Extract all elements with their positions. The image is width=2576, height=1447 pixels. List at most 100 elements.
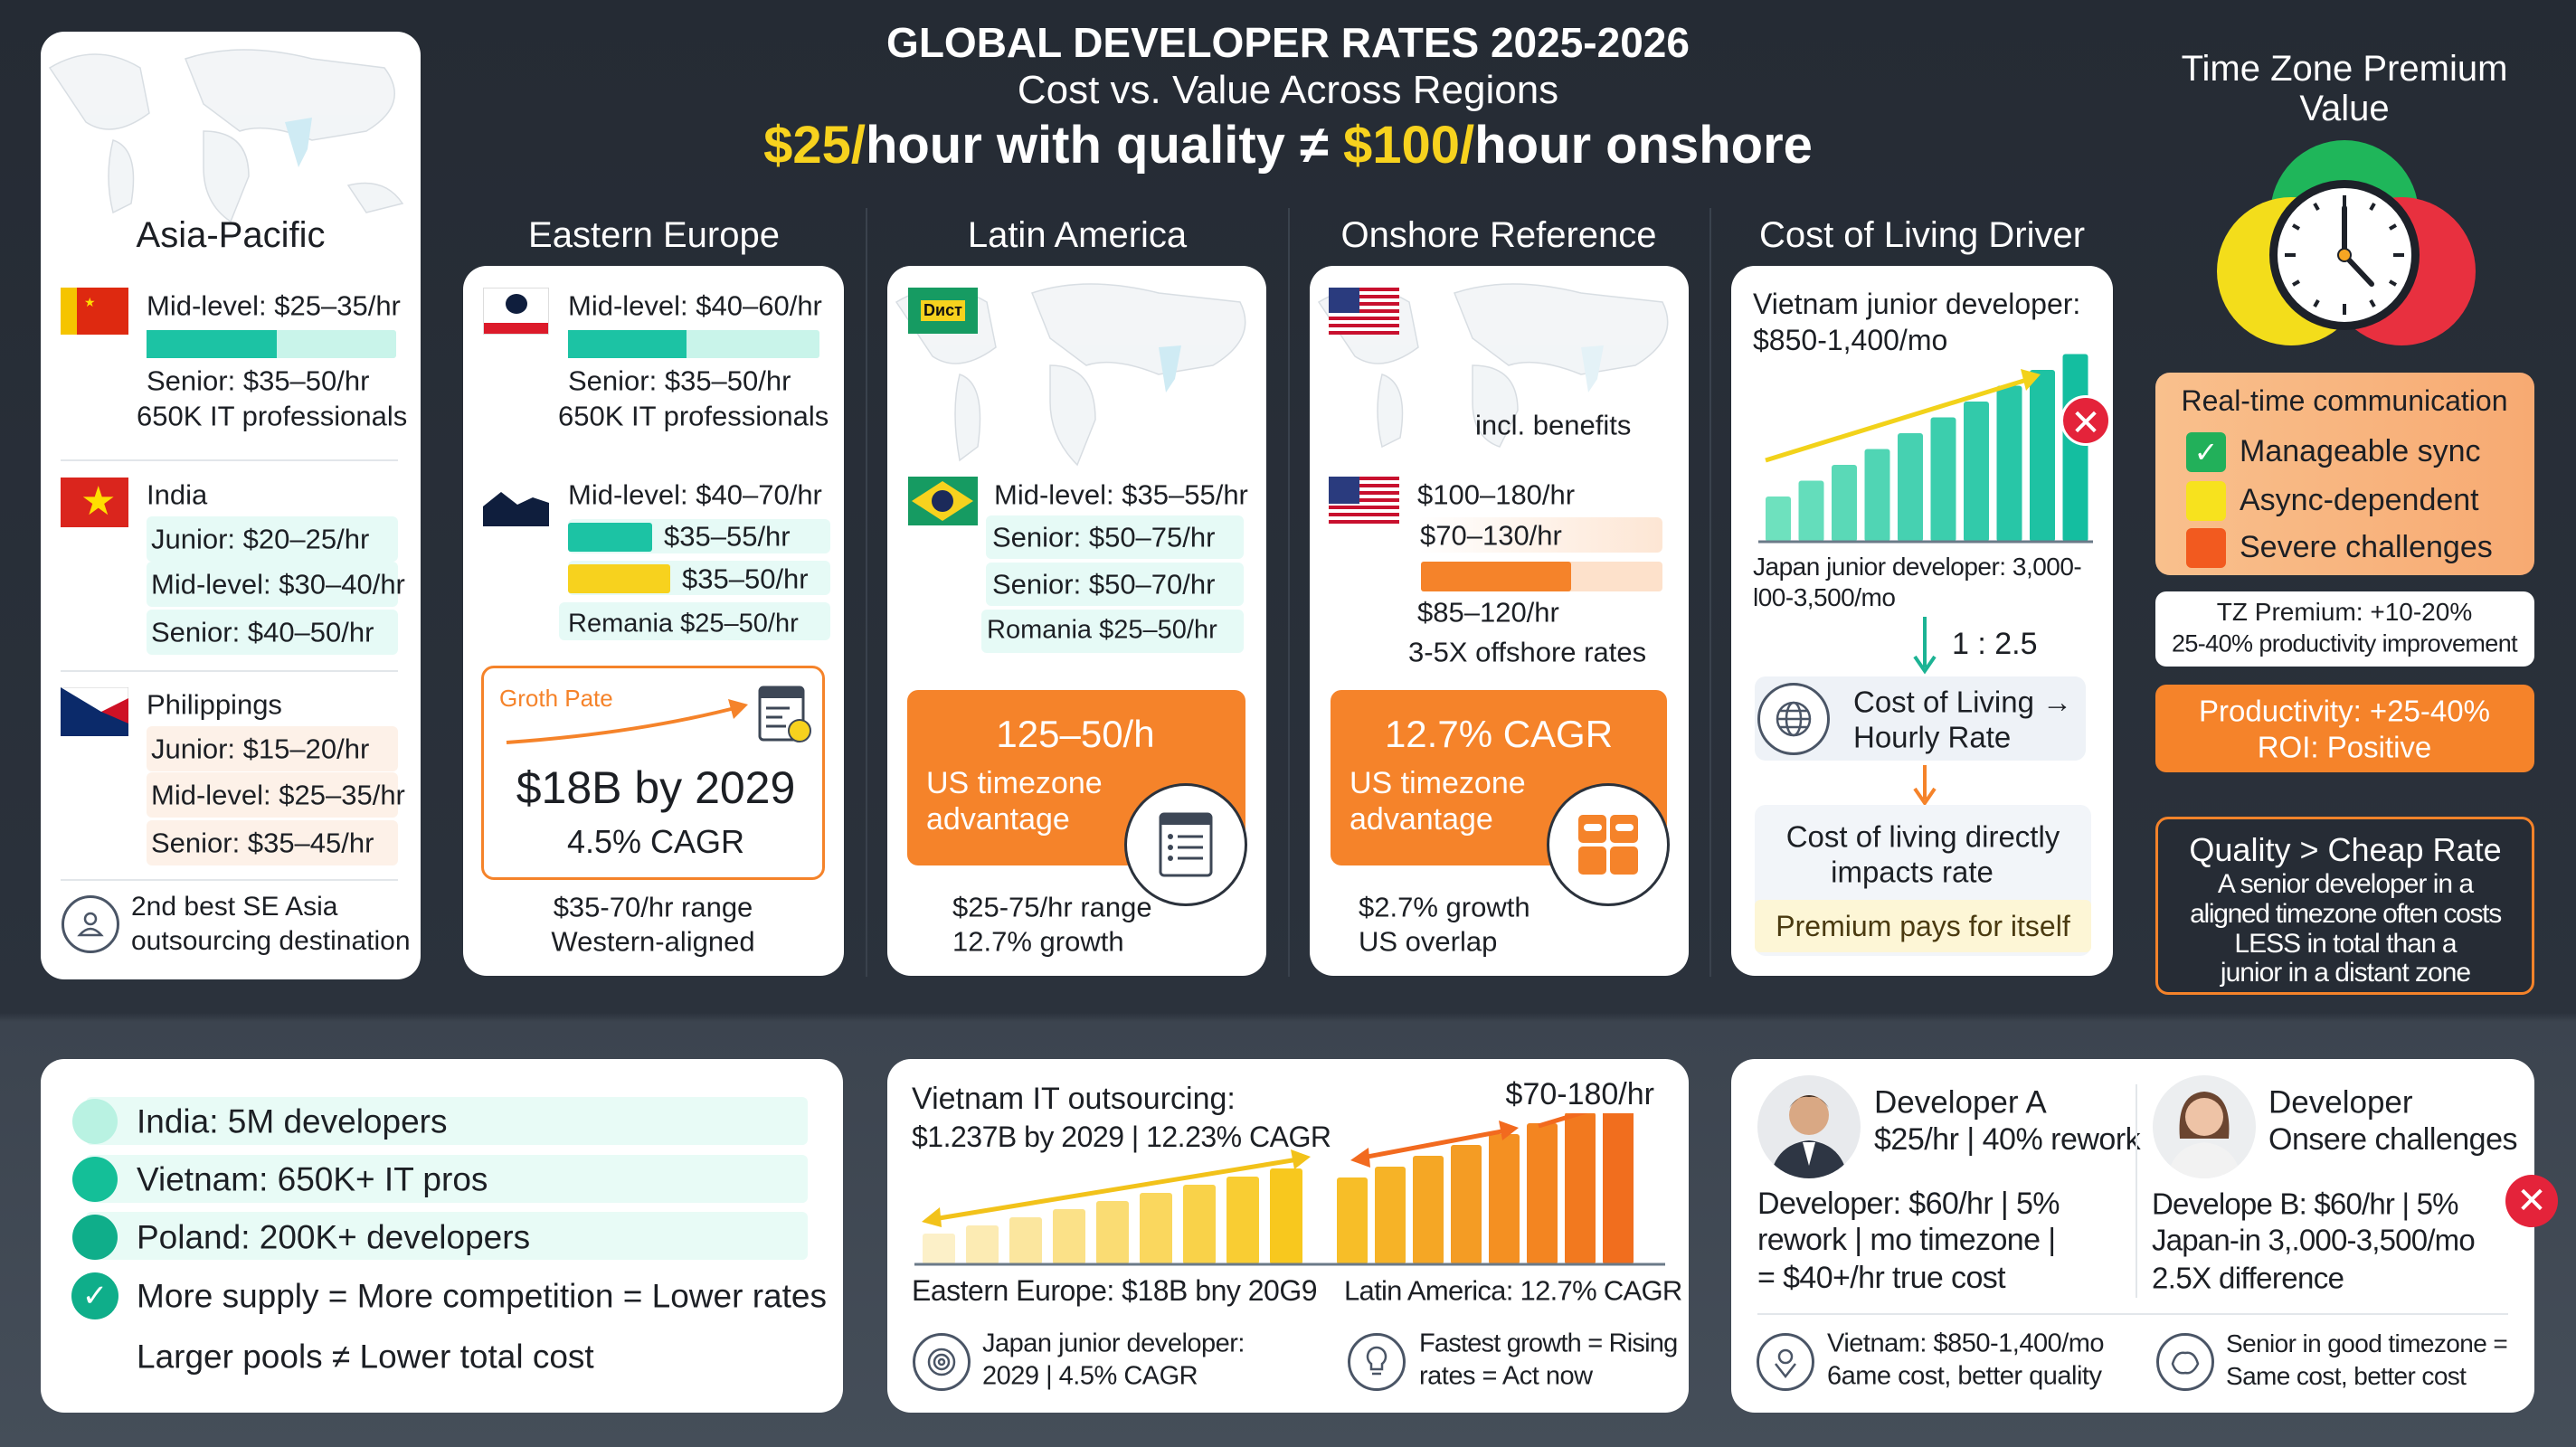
legend-label: Manageable sync [2240, 434, 2481, 468]
legend-label: Async-dependent [2240, 483, 2479, 517]
rate-bar [147, 330, 396, 358]
premium-box: TZ Premium: +10-20% 25-40% productivity … [2155, 591, 2534, 667]
arrowhead [1499, 1121, 1519, 1140]
box-text: impacts rate [1831, 855, 1994, 889]
page-subtitle: Cost vs. Value Across Regions [1017, 68, 1559, 112]
note-text: 6ame cost, better quality [1827, 1361, 2102, 1391]
chart-bar [1864, 449, 1890, 542]
lightbulb-icon [1348, 1333, 1406, 1391]
chart-bar [1337, 1177, 1368, 1264]
rate-text: $100–180/hr [1417, 478, 1576, 511]
rate-row [1417, 517, 1662, 553]
orange-swatch [2186, 528, 2226, 568]
callout-text: advantage [926, 802, 1070, 837]
market-growth-card: Vietnam IT outsourcing: $1.237B by 2029 … [887, 1059, 1689, 1413]
rate-bar [1421, 562, 1662, 591]
avatar-developer-a [1757, 1075, 1861, 1178]
vietnam-flag-icon: ★ [61, 478, 128, 527]
handshake-icon [2156, 1333, 2214, 1391]
chart-bar [923, 1234, 955, 1264]
chart-bar [1898, 433, 1923, 542]
rate-text: Romania $25–50/hr [987, 615, 1217, 645]
chart-bar [1766, 497, 1791, 542]
rate-text: Senior: $35–50/hr [568, 364, 791, 397]
chart-bar [1603, 1113, 1634, 1264]
rate-row [981, 610, 1244, 653]
growth-arrow [506, 699, 748, 744]
developer-name: Developer [2268, 1084, 2413, 1121]
vietnam-text: Vietnam junior developer: [1753, 288, 2081, 320]
chart-bar [1798, 480, 1824, 542]
divider [1288, 208, 1290, 977]
arrow-down-icon [1913, 765, 1937, 807]
callout-text: US timezone [926, 766, 1103, 800]
market-title: $1.237B by 2029 | 12.23% CAGR [912, 1121, 1331, 1153]
range-label: $70-180/hr [1505, 1077, 1654, 1111]
market-title: Vietnam IT outsourcing: [912, 1082, 1236, 1116]
yellow-bar [568, 564, 670, 593]
divider [866, 208, 867, 977]
box-text: Cost of living directly [1785, 819, 2060, 854]
chart-bar [1527, 1123, 1558, 1264]
tagline: $25/hour with quality ≠ $100/hour onshor… [763, 119, 1813, 172]
developer-name: Developer A [1874, 1084, 2047, 1121]
yellow-swatch [2186, 481, 2226, 521]
chart-bar [1832, 465, 1857, 542]
trend-arrowhead [2021, 369, 2041, 391]
flag-icon [483, 479, 549, 526]
footer-text: 12.7% growth [952, 925, 1124, 958]
chart-bar [1053, 1209, 1085, 1264]
footer-text: Western-aligned [551, 925, 755, 958]
user-icon [62, 895, 119, 953]
chart-bar [1375, 1167, 1406, 1264]
rate-text: $35–50/hr [682, 563, 809, 595]
productivity-text: Productivity: +25-40% [2199, 694, 2490, 728]
latin-america-card: Dист Mid-level: $35–55/hr Senior: $50–75… [887, 266, 1266, 976]
rate-text: Mid-level: $25–35/hr [147, 289, 401, 322]
chart-bar [1451, 1145, 1482, 1264]
calendar-icon [758, 686, 811, 742]
note-text: Vietnam: $850-1,400/mo [1827, 1329, 2105, 1358]
region-title: Asia-Pacific [136, 215, 326, 255]
tagline-price-low: $25/ [763, 116, 866, 175]
quality-line: aligned timezone often costs [2190, 899, 2502, 929]
rate-text: Senior: $50–75/hr [992, 521, 1216, 553]
rate-row [147, 562, 398, 607]
note-text: Senior in good timezone = [2226, 1329, 2508, 1357]
chart-bar [1489, 1134, 1520, 1264]
arrow-down-icon [1913, 617, 1937, 675]
eastern-europe-card: Mid-level: $40–60/hr Senior: $35–50/hr 6… [463, 266, 844, 976]
box-text: Hourly Rate [1853, 720, 2012, 754]
callout-value: 125–50/h [996, 713, 1155, 755]
comparison-text: Develope B: $60/hr | 5% [2152, 1187, 2459, 1221]
chart-bar [1009, 1217, 1042, 1264]
list-row [86, 1212, 808, 1260]
callout-text: US timezone [1350, 766, 1526, 800]
premium-text: TZ Premium: +10-20% [2216, 598, 2473, 626]
grid-icon [1547, 783, 1670, 906]
list-item: India: 5M developers [137, 1102, 448, 1140]
box-text: Cost of Living → [1853, 685, 2073, 719]
rate-text: Mid-level: $40–70/hr [568, 478, 822, 511]
list-item: Vietnam: 650K+ IT pros [137, 1160, 488, 1198]
timezone-title: Value [2299, 89, 2390, 128]
cost-of-living-header: Cost of Living Driver [1758, 215, 2086, 255]
china-flag-icon: ★ [61, 288, 128, 335]
legend-label: Severe challenges [2240, 530, 2493, 564]
check-icon: ✓ [2186, 432, 2226, 472]
note-text: Fastest growth = Rising [1419, 1329, 1678, 1358]
divider [1757, 1313, 2508, 1315]
callout-value: 12.7% CAGR [1384, 713, 1614, 755]
quality-box: Quality > Cheap Rate A senior developer … [2155, 817, 2534, 995]
rising-bar-chart [1758, 354, 2093, 544]
chart-bar [2030, 370, 2055, 542]
productivity-text: ROI: Positive [2257, 730, 2432, 764]
rate-text: $35–55/hr [664, 520, 791, 553]
divider [61, 459, 398, 461]
divider [61, 670, 398, 672]
quality-line: junior in a distant zone [2220, 958, 2471, 988]
globe-icon [1757, 683, 1830, 755]
productivity-box: Productivity: +25-40% ROI: Positive [2155, 685, 2534, 772]
rate-text: Senior: $50–70/hr [992, 568, 1216, 601]
tagline-price-high: $100/ [1343, 116, 1475, 175]
